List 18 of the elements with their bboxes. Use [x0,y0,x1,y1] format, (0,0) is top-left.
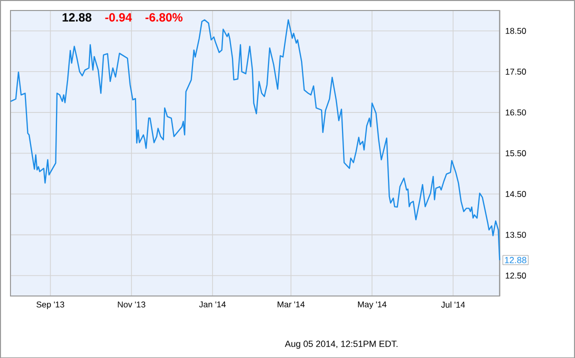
text: Aug 05 2014, 12:51PM EDT. [284,340,398,349]
x-tick-label: Jul '14 [441,301,465,308]
y-tick-label: 15.50 [506,150,526,156]
annotation: -0.94 [105,12,132,22]
annotation: -6.80% [145,12,183,22]
y-tick-label: 18.50 [506,28,526,34]
y-tick-label: 13.50 [506,232,526,238]
annotation: 12.88 [505,256,526,264]
y-tick-label: 12.50 [506,272,526,278]
x-tick-label: Sep '13 [36,301,64,309]
y-tick-label: 17.50 [506,68,526,74]
x-tick-label: Mar '14 [278,301,305,308]
x-tick-label: May '14 [358,301,386,309]
x-tick-label: Jan '14 [199,301,226,308]
chart-title: 12.88 [62,12,92,22]
y-tick-label: 14.50 [506,190,526,197]
x-tick-label: Nov '13 [118,301,146,308]
y-tick-label: 16.50 [506,109,526,116]
